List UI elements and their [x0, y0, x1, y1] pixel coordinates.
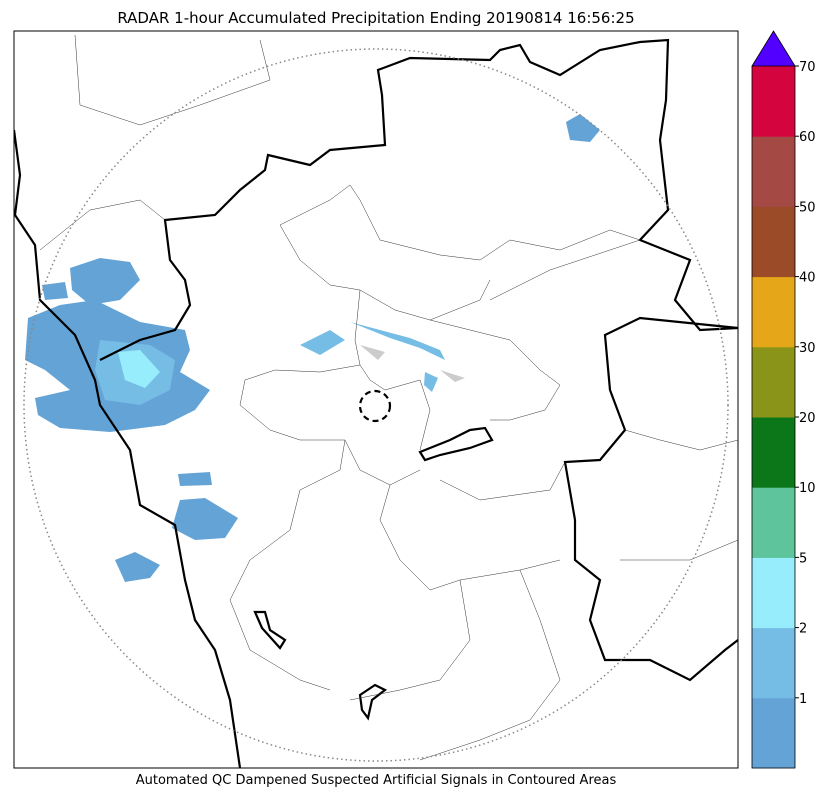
colorbar-segment [752, 136, 795, 207]
coastline [14, 129, 242, 768]
enclave-border [418, 426, 494, 462]
colorbar-segment [752, 66, 795, 137]
radar-site [358, 389, 392, 423]
rain-area [300, 322, 445, 392]
boundaries [14, 34, 738, 768]
colorbar-tick-label: 5 [799, 551, 807, 566]
colorbar-segment [752, 206, 795, 278]
colorbar-segment [752, 346, 795, 418]
radar-range-ring [23, 48, 729, 762]
colorbar-segment [752, 697, 795, 769]
colorbar-segment [752, 487, 795, 558]
rain-area [178, 472, 212, 486]
colorbar: 1 2 5 10 20 30 40 50 60 70 [751, 30, 816, 769]
state-border [99, 38, 738, 361]
colorbar-tick-label: 30 [799, 341, 816, 356]
rain-area [70, 258, 140, 305]
rain-area [115, 552, 160, 582]
colorbar-segment [752, 417, 795, 488]
colorbar-tick-label: 10 [799, 481, 816, 496]
colorbar-segment [752, 276, 795, 348]
district-border [39, 34, 738, 761]
enclave-border [253, 610, 388, 721]
map [13, 30, 739, 769]
rain-area [172, 498, 238, 540]
colorbar-tick-label: 20 [799, 411, 816, 426]
colorbar-extend [751, 30, 796, 67]
colorbar-tick-label: 60 [799, 130, 816, 145]
colorbar-segment [752, 557, 795, 629]
colorbar-tick-label: 2 [799, 622, 807, 637]
title: RADAR 1-hour Accumulated Precipitation E… [117, 9, 634, 27]
colorbar-tick-label: 50 [799, 200, 816, 215]
state-border [563, 316, 738, 682]
colorbar-tick-label: 40 [799, 271, 816, 286]
colorbar-tick-label: 70 [799, 60, 816, 75]
caption: Automated QC Dampened Suspected Artifici… [136, 773, 617, 788]
rain-area [42, 282, 68, 300]
colorbar-segment [752, 627, 795, 699]
suspect-area [360, 345, 465, 382]
rain-area [118, 350, 160, 388]
rain-area [566, 114, 600, 142]
colorbar-tick-label: 1 [799, 692, 807, 707]
